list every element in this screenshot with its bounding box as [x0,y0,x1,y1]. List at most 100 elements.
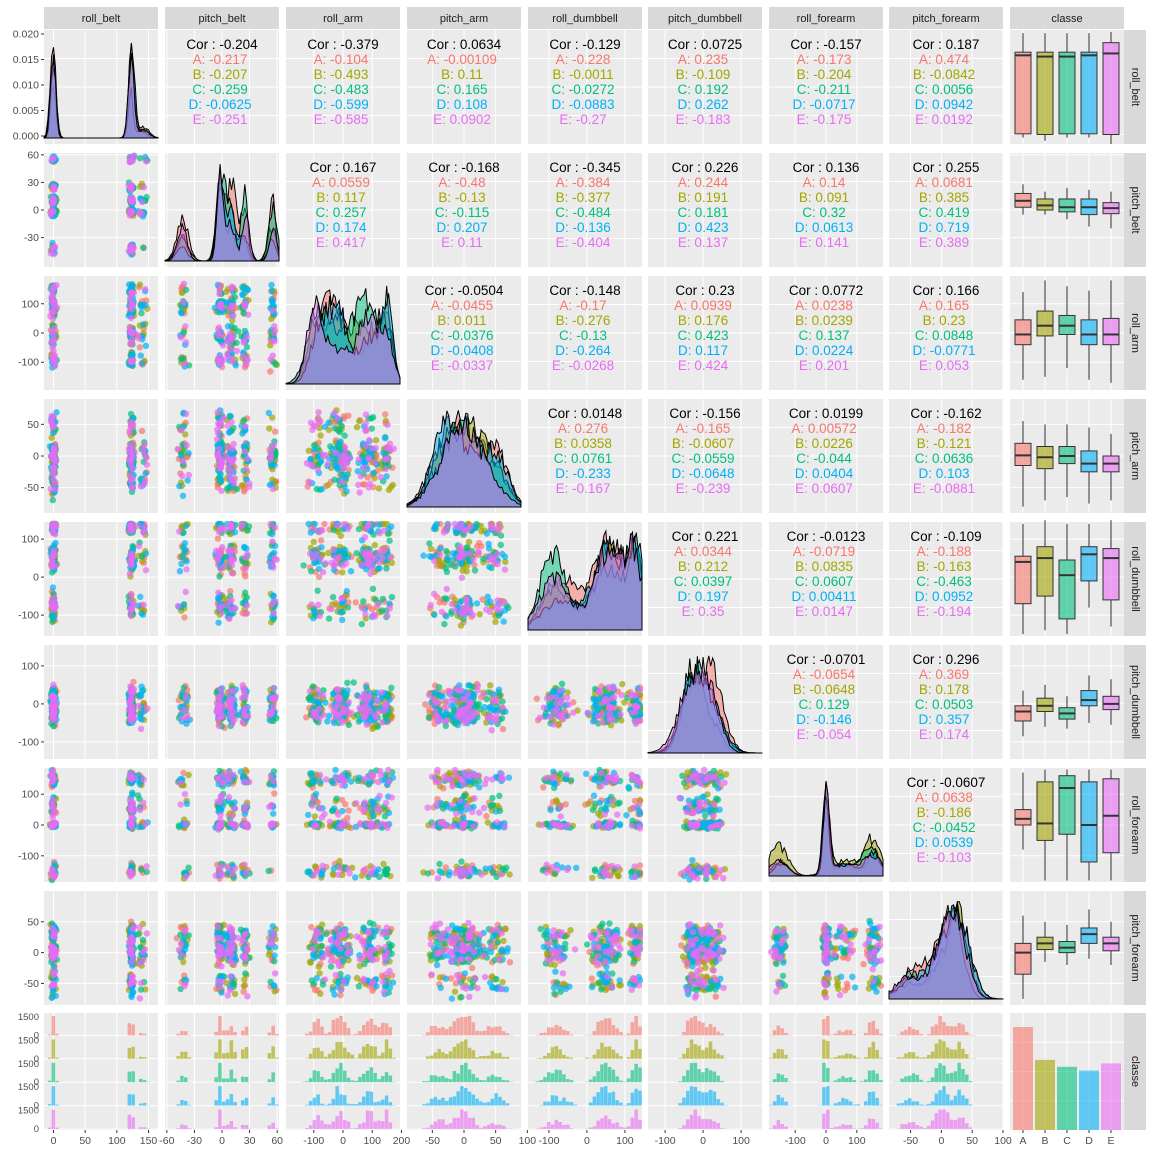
boxplot-D [1080,290,1098,380]
point-D [344,687,351,694]
point-E [366,480,374,487]
point-C [441,620,448,628]
point-C [136,155,144,162]
point-E [230,440,237,448]
point-E [214,409,221,416]
point-E [383,444,390,452]
box [1080,319,1098,346]
point-D [241,543,248,551]
point-E [339,707,346,715]
point-E [313,709,320,717]
point-C [463,544,470,551]
point-E [268,601,275,608]
point-E [240,353,247,360]
point-E [467,523,474,530]
point-E [319,568,327,576]
point-E [363,721,370,728]
point-E [138,198,146,206]
point-E [425,691,433,699]
row-strip-label: classe [1129,1056,1141,1087]
point-E [307,461,314,469]
point-E [181,706,188,713]
point-E [126,570,134,577]
point-E [269,685,277,692]
point-D [465,682,472,689]
boxplot-D [1080,189,1098,227]
point-E [174,445,181,453]
point-E [456,554,464,561]
boxplot-B [1036,191,1054,215]
point-E [312,550,320,558]
point-D [268,287,275,294]
point-E [338,717,345,724]
point-E [269,352,276,359]
point-B [356,417,363,425]
point-E [127,357,135,364]
point-E [141,477,149,484]
box [1080,450,1098,473]
point-D [354,468,361,475]
point-E [372,444,379,452]
point-E [214,451,221,458]
point-E [216,420,223,428]
point-C [338,423,345,430]
point-E [332,705,339,712]
point-D [240,443,247,450]
point-E [268,560,276,567]
point-E [491,560,499,567]
point-C [443,595,450,602]
point-E [49,315,57,323]
row-strip-label: pitch_forearm [1129,914,1141,981]
point-D [339,616,346,624]
point-D [454,721,462,729]
point-E [53,304,61,311]
boxplot-C [1058,187,1076,220]
point-B [375,485,383,492]
point-D [341,546,349,554]
point-E [384,455,392,462]
point-D [347,568,355,575]
point-C [308,568,315,575]
point-E [180,299,187,306]
point-E [366,437,373,444]
point-C [425,714,433,721]
point-C [231,294,239,301]
point-B [268,315,275,323]
point-E [215,324,223,331]
point-A [368,606,376,613]
point-D [142,470,149,477]
point-E [461,719,468,727]
point-C [350,679,357,686]
point-D [485,545,493,552]
row-strip-pitch_dumbbell [1124,645,1146,759]
point-D [139,611,147,618]
point-B [310,538,317,545]
strip-pitch_belt [165,7,279,29]
point-E [368,559,375,566]
point-D [437,545,444,552]
point-D [215,619,222,626]
point-D [138,716,145,723]
point-C [329,593,337,601]
point-E [224,444,231,451]
point-E [460,611,468,618]
point-E [226,598,234,605]
boxplot-A [1014,184,1032,215]
point-E [50,547,57,554]
point-D [139,360,146,367]
strip-pitch_dumbbell [648,7,762,29]
point-B [325,481,332,489]
point-C [138,310,145,317]
point-E [131,152,138,159]
row-strip-label: roll_dumbbell [1129,546,1141,611]
point-B [372,437,380,444]
point-E [48,553,56,560]
point-D [178,452,185,460]
point-E [140,184,147,191]
point-E [361,534,369,541]
point-C [558,680,566,687]
point-E [358,694,365,702]
point-E [431,557,438,565]
point-E [128,442,135,449]
point-E [333,522,341,529]
